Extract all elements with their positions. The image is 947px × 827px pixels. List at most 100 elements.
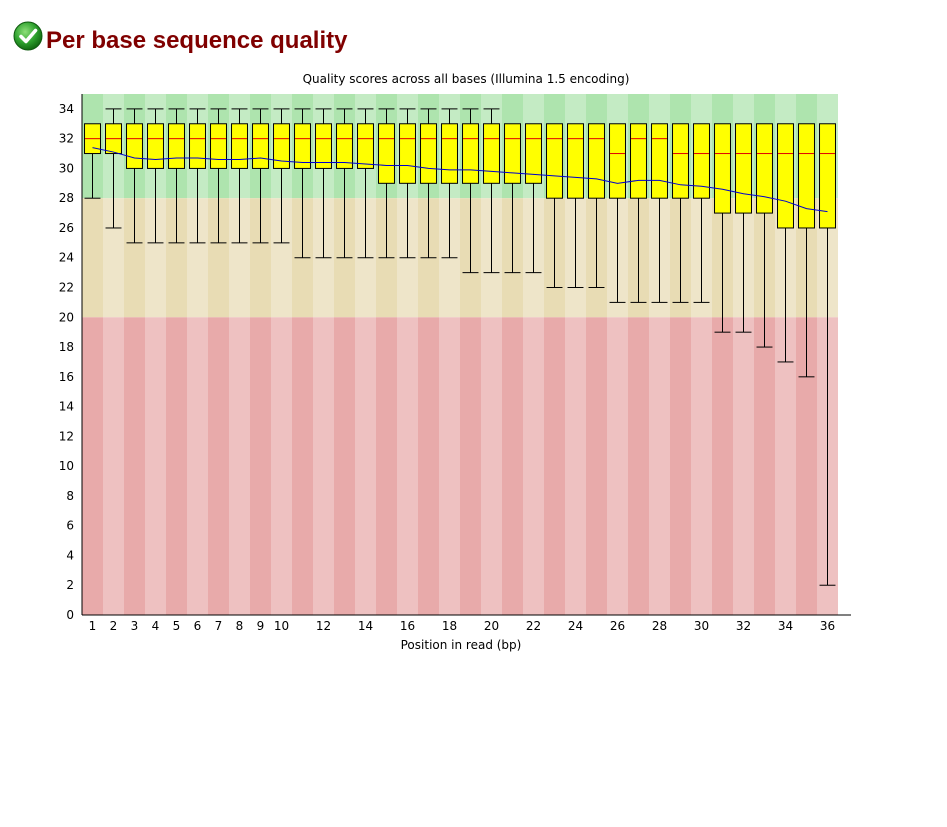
page-title: Per base sequence quality [46,27,348,54]
box-position-19 [462,123,479,184]
y-tick-label: 34 [59,102,74,116]
column-stripe [691,94,712,615]
box-position-4 [147,123,164,169]
x-tick-label: 6 [194,619,202,633]
box-position-6 [189,123,206,169]
y-tick-label: 2 [66,578,74,592]
x-tick-label: 4 [152,619,160,633]
y-tick-label: 8 [66,489,74,503]
column-stripe [649,94,670,615]
box-position-15 [378,123,395,184]
box-position-26 [609,123,626,199]
quality-band-0 [82,94,838,199]
x-tick-labels: 1 2 3 4 5 6 7 8 9 10 12 14 16 18 20 22 24 26 28 30 32 34 36 [89,619,835,633]
box-position-18 [441,123,458,184]
x-tick-label: 20 [484,619,499,633]
box-position-12 [315,123,332,169]
chart-title: Quality scores across all bases (Illumin… [303,72,630,86]
column-stripe [355,94,376,615]
y-tick-label: 22 [59,281,74,295]
x-tick-label: 10 [274,619,289,633]
box-position-7 [210,123,227,169]
y-tick-label: 32 [59,132,74,146]
x-tick-label: 5 [173,619,181,633]
column-stripe [439,94,460,615]
box-position-25 [588,123,605,199]
box-position-8 [231,123,248,169]
y-tick-label: 6 [66,519,74,533]
box-position-3 [126,123,143,169]
box-position-30 [693,123,710,199]
column-stripe [187,94,208,615]
box-position-24 [567,123,584,199]
box-position-31 [714,123,731,214]
x-tick-label: 16 [400,619,415,633]
box-position-32 [735,123,752,214]
median-marks [85,138,835,155]
x-tick-label: 9 [257,619,265,633]
column-stripe [565,94,586,615]
box-position-21 [504,123,521,184]
box-position-33 [756,123,773,214]
box-position-36 [819,123,836,229]
check-circle-icon [13,21,43,51]
x-axis-label: Position in read (bp) [401,638,522,652]
y-tick-label: 16 [59,370,74,384]
box-position-10 [273,123,290,169]
x-tick-label: 2 [110,619,118,633]
column-stripe [103,94,124,615]
column-stripe [397,94,418,615]
x-tick-label: 28 [652,619,667,633]
quality-band-2 [82,317,838,615]
y-tick-label: 12 [59,429,74,443]
x-tick-label: 24 [568,619,583,633]
x-tick-label: 7 [215,619,223,633]
box-position-17 [420,123,437,184]
x-tick-label: 8 [236,619,244,633]
column-stripe [523,94,544,615]
column-stripe [145,94,166,615]
y-tick-label: 26 [59,221,74,235]
x-tick-label: 36 [820,619,835,633]
y-tick-label: 20 [59,310,74,324]
quality-bands [82,94,838,615]
module-header: Per base sequence quality [13,16,347,56]
x-tick-label: 30 [694,619,709,633]
quality-band-1 [82,198,838,318]
x-tick-label: 18 [442,619,457,633]
x-tick-label: 3 [131,619,139,633]
box-position-29 [672,123,689,199]
x-tick-label: 12 [316,619,331,633]
mean-line [92,147,828,213]
box-position-23 [546,123,563,199]
column-stripe [313,94,334,615]
y-tick-label: 18 [59,340,74,354]
box-position-16 [399,123,416,184]
y-tick-label: 24 [59,251,74,265]
box-position-34 [777,123,794,229]
box-position-5 [168,123,185,169]
box-position-27 [630,123,647,199]
y-tick-label: 28 [59,191,74,205]
y-tick-label: 0 [66,608,74,622]
column-stripe [481,94,502,615]
x-tick-label: 34 [778,619,793,633]
box-position-28 [651,123,668,199]
column-stripe [229,94,250,615]
y-tick-label: 10 [59,459,74,473]
x-tick-label: 1 [89,619,97,633]
x-tick-label: 32 [736,619,751,633]
y-tick-label: 30 [59,161,74,175]
x-tick-label: 14 [358,619,373,633]
box-position-11 [294,123,311,169]
box-position-20 [483,123,500,184]
x-tick-label: 26 [610,619,625,633]
x-tick-label: 22 [526,619,541,633]
box-position-14 [357,123,374,169]
column-stripe [733,94,754,615]
column-stripe [271,94,292,615]
column-stripe [607,94,628,615]
box-position-9 [252,123,269,169]
